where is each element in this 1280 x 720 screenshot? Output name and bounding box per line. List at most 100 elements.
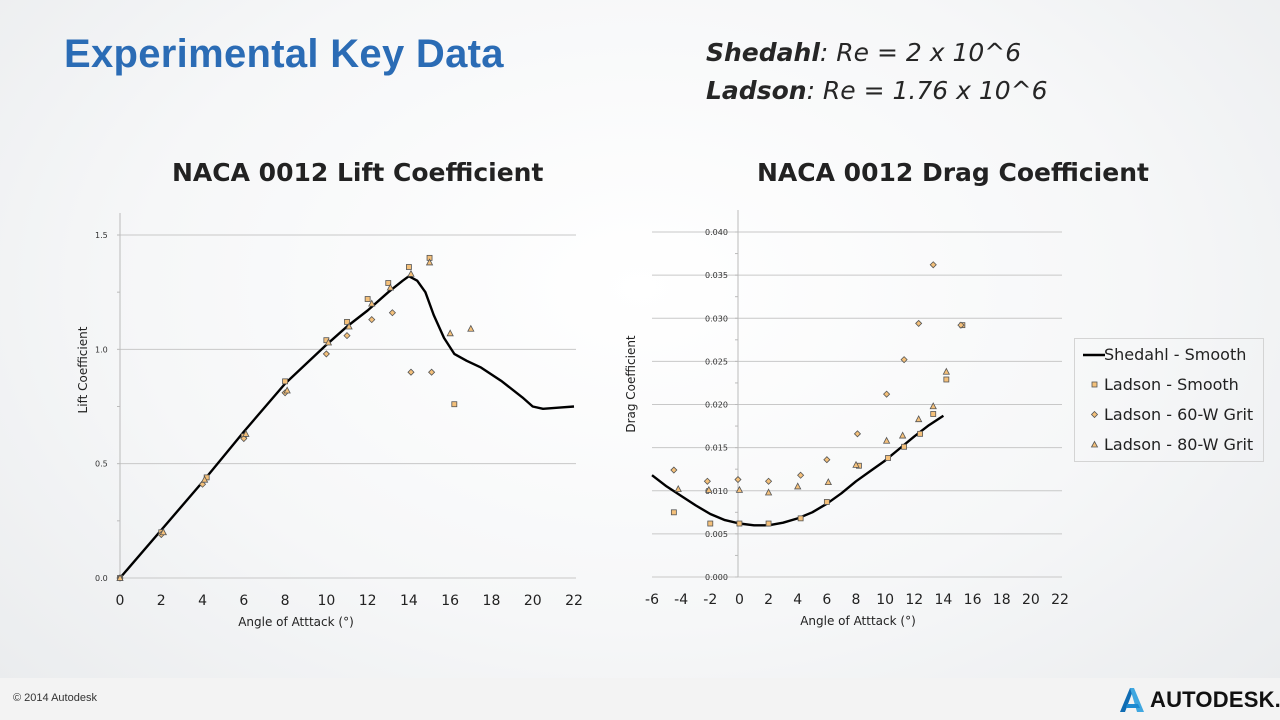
x-tick-label: 2 [764,592,773,608]
data-point-square [451,401,458,408]
reynolds-info: Shedahl: Re = 2 x 10^6 Ladson: Re = 1.76… [706,34,1048,110]
data-point-triangle [425,258,434,266]
data-point-diamond [853,430,862,438]
x-tick-label: 22 [1051,592,1069,608]
data-point-triangle [794,482,802,490]
data-point-square [406,264,412,270]
x-tick-label: -4 [674,592,688,608]
y-axis-label: Lift Coefficient [76,326,90,413]
data-point-square [765,520,772,527]
y-tick-label: 0.0 [95,574,108,583]
data-point-diamond [823,456,831,464]
y-tick-label: 1.0 [95,345,108,354]
x-tick-label: 14 [400,593,418,609]
x-tick-label: 20 [1022,592,1040,608]
x-axis-label: Angle of Atttack (°) [238,615,354,629]
data-point-diamond [428,368,436,376]
chart-legend: Shedahl - Smooth Ladson - Smooth Ladson … [1074,338,1264,462]
data-point-triangle [242,429,250,437]
x-tick-label: 12 [359,593,377,609]
data-point-diamond [915,319,923,327]
y-tick-label: 0.040 [705,228,728,237]
data-point-triangle [368,299,376,307]
data-point-diamond [198,480,207,488]
x-tick-label: 6 [822,592,831,608]
data-point-square [943,376,950,383]
triangle-marker-icon [1090,440,1099,448]
legend-item-ladson-80w: Ladson - 80-W Grit [1075,433,1263,457]
x-tick-label: 2 [157,593,166,609]
data-point-diamond [957,321,965,329]
footer-band [0,678,1280,720]
y-tick-label: 0.035 [705,271,728,280]
data-point-diamond [388,309,396,317]
slide-title: Experimental Key Data [64,32,504,76]
x-tick-label: -6 [645,592,659,608]
x-axis-label: Angle of Atttack (°) [800,614,916,628]
x-tick-label: 0 [735,592,744,608]
x-tick-label: 0 [116,593,125,609]
data-point-triangle [407,269,415,277]
x-tick-label: 4 [793,592,802,608]
x-tick-label: 14 [935,592,953,608]
data-point-diamond [734,475,742,484]
data-point-square [797,515,804,522]
data-point-square [885,455,891,461]
data-point-diamond [883,390,891,398]
drag-chart-title: NACA 0012 Drag Coefficient [757,158,1149,187]
x-tick-label: 8 [852,592,861,608]
data-point-triangle [852,460,860,468]
data-point-diamond [703,477,711,485]
data-point-triangle [159,528,167,536]
re-line-ladson: Ladson: Re = 1.76 x 10^6 [706,76,1048,105]
data-point-triangle [324,338,333,346]
re-line-shedahl: Shedahl: Re = 2 x 10^6 [706,38,1022,67]
data-point-diamond [343,332,351,340]
y-tick-label: 0.015 [705,444,728,453]
data-point-triangle [116,573,124,581]
x-tick-label: 18 [483,593,501,609]
data-point-square [901,443,907,450]
series-line-shedahl-smooth [119,275,575,579]
y-tick-label: 0.025 [705,357,728,366]
data-point-triangle [882,436,891,444]
data-point-triangle [345,322,353,330]
data-point-diamond [797,471,805,479]
data-point-triangle [674,484,682,492]
data-point-diamond [900,356,908,364]
data-point-diamond [929,261,937,269]
data-point-triangle [283,386,291,394]
x-tick-label: 8 [281,593,290,609]
y-tick-label: 0.5 [95,460,108,469]
legend-item-ladson-smooth: Ladson - Smooth [1075,373,1263,397]
legend-item-shedahl-smooth: Shedahl - Smooth [1075,343,1263,367]
autodesk-logo: AUTODESK. [1118,686,1280,714]
data-point-square [344,318,350,325]
data-point-triangle [386,283,394,291]
line-swatch-icon [1083,353,1105,357]
x-tick-label: 6 [239,593,248,609]
y-tick-label: 0.030 [705,314,728,323]
data-point-triangle [446,329,454,337]
y-tick-label: 0.000 [705,573,728,582]
data-point-triangle [467,324,475,332]
y-tick-label: 0.005 [705,530,728,539]
x-tick-label: 16 [964,592,982,608]
square-marker-icon [1091,381,1098,388]
data-point-triangle [898,431,907,439]
data-point-triangle [200,475,209,483]
x-tick-label: 4 [198,593,207,609]
autodesk-logo-icon [1120,688,1144,712]
data-point-diamond [240,434,248,443]
data-point-square [670,509,677,516]
x-tick-label: 10 [317,593,335,609]
lift-chart-title: NACA 0012 Lift Coefficient [172,158,544,187]
data-point-triangle [705,485,713,493]
data-point-triangle [735,485,744,493]
data-point-square [707,520,714,527]
data-point-triangle [929,402,937,410]
diamond-marker-icon [1090,410,1099,419]
data-point-diamond [368,316,376,324]
